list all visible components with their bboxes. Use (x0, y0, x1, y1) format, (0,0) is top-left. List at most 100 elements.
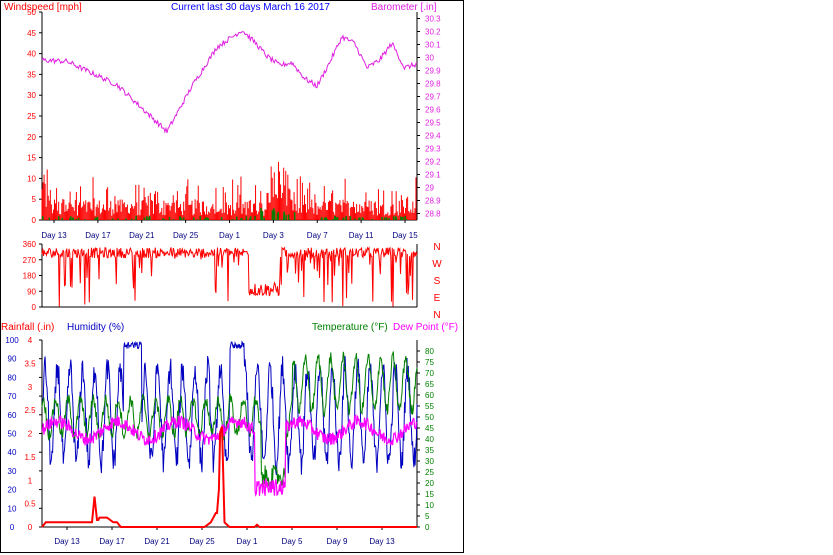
wind-direction-line (41, 246, 418, 307)
temp-tick-label: 0 (425, 523, 430, 532)
baro-tick-label: 29.1 (425, 171, 441, 180)
time-tick-label: Day 3 (263, 231, 284, 240)
chart-frame (0, 0, 464, 553)
time-tick-label: Day 7 (307, 231, 328, 240)
wdir-tick-label: 360 (23, 240, 37, 249)
wind-tick-label: 5 (32, 195, 37, 204)
wind-bars (41, 161, 417, 220)
baro-title: Barometer [.in] (371, 2, 437, 13)
dewpoint-line (41, 414, 418, 497)
time-tick-label: Day 25 (173, 231, 199, 240)
time-tick-label: Day 15 (392, 231, 418, 240)
compass-label: N (433, 310, 440, 321)
time-tick-label: Day 17 (99, 537, 125, 546)
time-tick-label: Day 5 (282, 537, 303, 546)
temperature-line (41, 351, 418, 488)
baro-tick-label: 29.8 (425, 80, 441, 89)
hum-tick-label: 10 (8, 504, 17, 513)
baro-tick-label: 29 (425, 184, 434, 193)
wind-tick-label: 45 (27, 29, 36, 38)
rain-tick-label: 2.5 (24, 406, 36, 415)
temp-tick-label: 5 (425, 512, 430, 521)
rain-tick-label: 3.5 (24, 359, 36, 368)
temp-tick-label: 55 (425, 402, 434, 411)
time-tick-label: Day 17 (85, 231, 111, 240)
time-tick-label: Day 1 (219, 231, 240, 240)
hum-tick-label: 40 (8, 448, 17, 457)
main-title: Current last 30 days March 16 2017 (171, 2, 330, 13)
wind-tick-label: 35 (27, 70, 36, 79)
compass-label: N (433, 242, 440, 253)
baro-tick-label: 29.9 (425, 67, 441, 76)
rain-tick-label: 1.5 (24, 453, 36, 462)
temperature-title: Temperature (°F) (312, 322, 388, 333)
rain-tick-label: 0.5 (24, 500, 36, 509)
time-tick-label: Day 13 (54, 537, 80, 546)
wind-tick-label: 0 (32, 216, 37, 225)
temp-tick-label: 75 (425, 358, 434, 367)
humidity-title: Humidity (%) (67, 322, 124, 333)
temp-tick-label: 70 (425, 369, 434, 378)
temp-tick-label: 35 (425, 446, 434, 455)
rain-tick-label: 1 (28, 476, 33, 485)
hum-tick-label: 80 (8, 373, 17, 382)
rain-tick-label: 0 (28, 523, 33, 532)
wdir-tick-label: 90 (27, 287, 36, 296)
dewpoint-title: Dew Point (°F) (393, 322, 458, 333)
hum-tick-label: 90 (8, 355, 17, 364)
temp-tick-label: 30 (425, 457, 434, 466)
temp-tick-label: 60 (425, 391, 434, 400)
wind-tick-label: 50 (27, 8, 36, 17)
wdir-tick-label: 180 (23, 272, 37, 281)
compass-label: S (434, 276, 441, 287)
baro-tick-label: 28.8 (425, 210, 441, 219)
temp-tick-label: 50 (425, 413, 434, 422)
time-tick-label: Day 13 (369, 537, 395, 546)
temp-tick-label: 10 (425, 501, 434, 510)
time-tick-label: Day 1 (237, 537, 258, 546)
temp-tick-label: 65 (425, 380, 434, 389)
wind-tick-label: 40 (27, 50, 36, 59)
rain-tick-label: 3 (28, 383, 33, 392)
time-tick-label: Day 13 (41, 231, 67, 240)
wdir-tick-label: 270 (23, 256, 37, 265)
baro-tick-label: 29.3 (425, 145, 441, 154)
hum-tick-label: 0 (10, 523, 15, 532)
time-tick-label: Day 25 (189, 537, 215, 546)
temp-tick-label: 45 (425, 424, 434, 433)
rain-tick-label: 2 (28, 430, 33, 439)
hum-tick-label: 20 (8, 486, 17, 495)
baro-tick-label: 29.5 (425, 119, 441, 128)
rain-title: Rainfall (.in) (1, 322, 54, 333)
time-tick-label: Day 11 (349, 231, 374, 240)
baro-tick-label: 29.4 (425, 132, 441, 141)
hum-tick-label: 70 (8, 392, 17, 401)
gust-bars (41, 207, 408, 220)
temp-tick-label: 25 (425, 468, 434, 477)
wind-tick-label: 20 (27, 133, 36, 142)
time-tick-label: Day 21 (129, 231, 155, 240)
hum-tick-label: 100 (5, 336, 19, 345)
time-tick-label: Day 21 (144, 537, 170, 546)
wind-title: Windspeed [mph] (4, 2, 82, 13)
temp-tick-label: 15 (425, 490, 434, 499)
wind-tick-label: 10 (27, 174, 36, 183)
temp-tick-label: 40 (425, 435, 434, 444)
baro-tick-label: 30.2 (425, 28, 441, 37)
wind-tick-label: 30 (27, 91, 36, 100)
compass-label: E (434, 293, 441, 304)
wdir-tick-label: 0 (32, 303, 37, 312)
hum-tick-label: 50 (8, 430, 17, 439)
baro-tick-label: 29.2 (425, 158, 441, 167)
baro-tick-label: 30 (425, 54, 434, 63)
baro-tick-label: 29.6 (425, 106, 441, 115)
rain-tick-label: 4 (28, 336, 33, 345)
hum-tick-label: 30 (8, 467, 17, 476)
rainfall-line (41, 426, 417, 528)
barometer-line (41, 31, 418, 134)
wind-tick-label: 15 (27, 154, 36, 163)
baro-tick-label: 30.1 (425, 41, 441, 50)
baro-tick-label: 30.3 (425, 15, 441, 24)
baro-tick-label: 28.9 (425, 197, 441, 206)
